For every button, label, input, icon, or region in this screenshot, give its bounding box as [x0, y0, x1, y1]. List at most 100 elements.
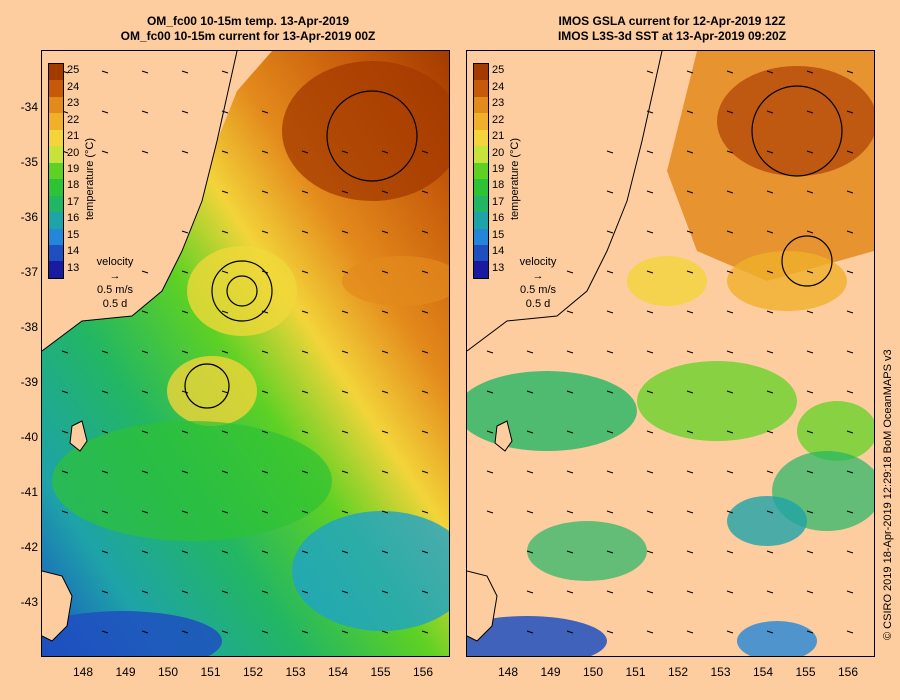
colorbar-label: 19 [67, 163, 80, 175]
x-axis-label: 148 [497, 665, 519, 679]
velocity-speed: 0.5 m/s [519, 284, 557, 296]
colorbar-segment [474, 195, 488, 213]
right-colorbar [473, 63, 489, 279]
velocity-label: velocity [519, 256, 557, 268]
colorbar-segment [474, 80, 488, 97]
right-velocity-key: velocity → 0.5 m/s 0.5 d [503, 255, 573, 311]
x-axis-label: 156 [412, 665, 434, 679]
x-axis-label: 155 [370, 665, 391, 679]
y-axis-label: -39 [20, 375, 38, 389]
y-axis-label: -38 [20, 320, 38, 334]
velocity-arrow-icon: → [532, 270, 544, 282]
colorbar-label: 20 [67, 146, 80, 159]
x-axis-label: 153 [710, 665, 731, 679]
right-panel-title: IMOS GSLA current for 12-Apr-2019 12Z IM… [462, 14, 882, 44]
colorbar-segment [49, 162, 63, 180]
y-axis-label: -37 [20, 265, 38, 279]
colorbar-segment [474, 64, 488, 81]
right-map-svg [467, 51, 874, 656]
colorbar-segment [474, 179, 488, 196]
colorbar-label: 21 [67, 130, 80, 143]
x-axis-label: 149 [115, 665, 136, 679]
left-title-line2: OM_fc00 10-15m current for 13-Apr-2019 0… [120, 29, 376, 43]
y-axis-label: -42 [20, 540, 38, 554]
colorbar-segment [474, 113, 488, 130]
velocity-duration: 0.5 d [102, 298, 128, 310]
y-axis-label: -36 [20, 210, 38, 224]
left-title-line1: OM_fc00 10-15m temp. 13-Apr-2019 [146, 14, 350, 28]
y-axis-label: -41 [20, 485, 38, 499]
right-title-line1: IMOS GSLA current for 12-Apr-2019 12Z [558, 14, 786, 28]
velocity-duration: 0.5 d [525, 298, 551, 310]
x-axis-label: 150 [157, 665, 179, 679]
y-axis-label: -43 [20, 595, 38, 609]
left-map-svg [42, 51, 449, 656]
x-axis-label: 153 [285, 665, 306, 679]
colorbar-segment [474, 244, 488, 262]
colorbar-label: 22 [492, 113, 505, 126]
colorbar-label: 19 [492, 163, 505, 175]
x-axis-label: 154 [327, 665, 349, 679]
colorbar-label: 15 [492, 228, 505, 241]
colorbar-segment [49, 212, 63, 229]
right-map-panel [466, 50, 875, 657]
right-title-line2: IMOS L3S-3d SST at 13-Apr-2019 09:20Z [557, 29, 787, 43]
colorbar-segment [49, 80, 63, 97]
velocity-label: velocity [96, 256, 134, 268]
colorbar-segment [474, 228, 488, 245]
colorbar-segment [49, 64, 63, 81]
left-current-arrows [61, 70, 429, 634]
colorbar-segment [49, 113, 63, 130]
colorbar-label: 17 [67, 195, 80, 208]
y-axis-label: -35 [20, 155, 38, 169]
colorbar-segment [49, 228, 63, 245]
y-axis-label: -34 [20, 100, 38, 114]
colorbar-label: 16 [67, 212, 80, 225]
right-current-arrows [486, 70, 854, 634]
colorbar-segment [474, 96, 488, 114]
x-axis-label: 152 [667, 665, 689, 679]
colorbar-label: 23 [67, 97, 80, 110]
x-axis-label: 149 [540, 665, 561, 679]
colorbar-label: 16 [492, 212, 505, 225]
colorbar-label: 21 [492, 130, 505, 143]
colorbar-label: 14 [492, 245, 505, 258]
left-velocity-key: velocity → 0.5 m/s 0.5 d [80, 255, 150, 311]
x-axis-label: 148 [72, 665, 94, 679]
x-axis-label: 150 [582, 665, 604, 679]
colorbar-segment [49, 146, 63, 163]
colorbar-segment [49, 195, 63, 213]
colorbar-label: 13 [67, 261, 80, 274]
x-axis-label: 152 [242, 665, 264, 679]
colorbar-segment [474, 129, 488, 147]
left-colorbar-title: temperature (°C) [84, 137, 96, 220]
colorbar-label: 25 [67, 64, 80, 77]
colorbar-label: 18 [492, 179, 505, 192]
colorbar-label: 18 [67, 179, 80, 192]
colorbar-label: 24 [67, 80, 80, 93]
left-panel-title: OM_fc00 10-15m temp. 13-Apr-2019 OM_fc00… [38, 14, 458, 44]
credit-text: © CSIRO 2019 18-Apr-2019 12:29:18 BoM Oc… [882, 349, 894, 640]
right-colorbar-title: temperature (°C) [509, 137, 521, 220]
x-axis-label: 155 [795, 665, 816, 679]
colorbar-label: 20 [492, 146, 505, 159]
colorbar-label: 13 [492, 261, 505, 274]
colorbar-segment [49, 179, 63, 196]
left-colorbar [48, 63, 64, 279]
colorbar-segment [49, 244, 63, 262]
colorbar-segment [474, 146, 488, 163]
colorbar-label: 25 [492, 64, 505, 77]
colorbar-label: 23 [492, 97, 505, 110]
colorbar-segment [474, 261, 488, 278]
colorbar-segment [49, 96, 63, 114]
colorbar-label: 17 [492, 195, 505, 208]
colorbar-label: 24 [492, 80, 505, 93]
colorbar-label: 22 [67, 113, 80, 126]
colorbar-label: 14 [67, 245, 80, 258]
colorbar-segment [474, 162, 488, 180]
colorbar-segment [474, 212, 488, 229]
x-axis-label: 151 [200, 665, 221, 679]
x-axis-label: 154 [752, 665, 774, 679]
velocity-arrow-icon: → [109, 270, 121, 282]
colorbar-label: 15 [67, 228, 80, 241]
